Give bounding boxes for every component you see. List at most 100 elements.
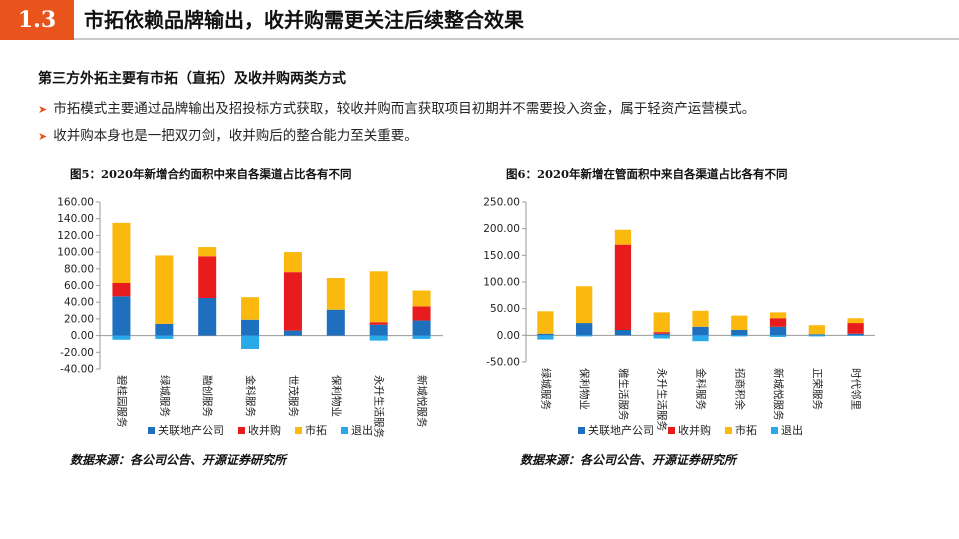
x-category-label: 正荣服务 [811,368,824,410]
x-category-label: 招商积余 [733,368,746,410]
bar-segment [847,318,864,324]
figure6-source: 数据来源：各公司公告、开源证券研究所 [520,453,737,467]
x-category-label: 金科服务 [244,375,257,417]
bar-segment [808,325,825,335]
bar-segment [847,323,864,334]
bar-segment [412,320,431,336]
figure6-chart: 250.00 200.00 150.00 100.00 50.00 0.00 -50.00 绿… [483,197,875,437]
y-tick-label: 80.00 [64,263,94,275]
section-header: 1.3 市拓依赖品牌输出，收并购需更关注后续整合效果 [0,0,959,40]
bullet-text: 市拓模式主要通过品牌输出及招投标方式获取，较收并购而言获取项目初期并不需要投入资… [53,101,756,117]
bullet-text: 收并购本身也是一把双刃剑，收并购后的整合能力至关重要。 [53,128,418,144]
subheading: 第三方外拓主要有市拓（直拓）及收并购两类方式 [38,71,346,87]
bar-segment [369,322,388,325]
y-tick-label: 40.00 [64,297,94,309]
legend-label: 市拓 [305,423,327,437]
x-category-label: 永升生活服务 [373,375,386,438]
bar-segment [241,297,260,320]
bar-segment [112,222,131,283]
bar-segment [112,282,131,297]
bar-segment [241,319,260,336]
legend-swatch [578,427,585,434]
y-tick-label: 160.00 [57,197,94,209]
legend-label: 市拓 [735,423,757,437]
x-category-label: 新城悦服务 [772,368,785,421]
bar-segment [412,306,431,321]
legend-swatch [725,427,732,434]
bar-segment [847,333,864,336]
section-number: 1.3 [0,0,74,40]
x-category-label: 保利物业 [578,368,591,410]
legend-label: 收并购 [248,423,281,437]
legend-label: 收并购 [678,423,711,437]
bar-segment [653,312,670,333]
x-category-label: 时代邻里 [850,368,863,410]
bar-segment [614,229,632,245]
x-category-label: 绿城服务 [158,375,171,417]
bar-segment [808,335,825,337]
bullet-item: ➤ 市拓模式主要通过品牌输出及招投标方式获取，较收并购而言获取项目初期并不需要投入… [38,97,755,117]
x-category-label: 雅生活服务 [617,368,630,421]
y-tick-label: -50.00 [486,357,520,369]
figure5-title: 图5：2020年新增合约面积中来自各渠道占比各有不同 [70,167,352,181]
y-tick-label: 50.00 [490,303,520,315]
bar-segment [369,335,388,341]
bar-segment [537,311,554,334]
legend-swatch [341,427,348,434]
bar-segment [326,277,345,310]
bar-segment [692,310,709,327]
arrow-bullet-icon: ➤ [38,103,48,116]
legend-label: 关联地产公司 [158,423,224,437]
bar-segment [537,335,554,340]
x-category-label: 永升生活服务 [656,368,669,431]
y-tick-label: 0.00 [497,330,520,342]
bar-segment [653,333,670,336]
bar-segment [769,318,787,327]
bar-segment [283,252,302,273]
bar-segment [576,286,593,324]
bar-segment [769,312,787,319]
legend-label: 退出 [781,423,803,437]
x-category-label: 金科服务 [695,368,708,410]
bar-segment [692,326,709,336]
bar-segment [731,330,748,336]
bar-segment [283,330,302,336]
y-tick-label: 150.00 [483,250,520,262]
x-category-label: 绿城服务 [539,368,552,410]
y-tick-label: 120.00 [57,230,94,242]
bar-segment [155,335,174,339]
x-category-label: 融创服务 [201,375,214,417]
x-category-label: 世茂服务 [287,375,300,417]
y-tick-label: -20.00 [60,347,94,359]
y-tick-label: 0.00 [71,330,94,342]
y-tick-label: 250.00 [483,197,520,209]
bar-segment [537,333,554,336]
bar-segment [283,272,302,331]
bar-segment [808,334,825,336]
bar-segment [653,332,670,334]
page-title: 市拓依赖品牌输出，收并购需更关注后续整合效果 [84,8,524,32]
legend-swatch [295,427,302,434]
bar-segment [731,315,748,330]
figure5-chart: 160.00 140.00 120.00 100.00 80.00 60.00 40.00 2… [57,197,443,438]
bar-segment [692,335,709,342]
header-divider [74,38,959,40]
bar-segment [769,335,787,337]
figure5-source: 数据来源：各公司公告、开源证券研究所 [70,453,287,467]
bar-segment [198,247,217,257]
y-tick-label: 140.00 [57,213,94,225]
bar-segment [155,255,174,324]
x-category-label: 保利物业 [330,375,343,417]
y-tick-label: 20.00 [64,313,94,325]
bar-segment [369,324,388,336]
bar-segment [198,256,217,299]
bar-segment [614,330,632,336]
bullet-item: ➤ 收并购本身也是一把双刃剑，收并购后的整合能力至关重要。 [38,124,418,144]
bar-segment [576,323,593,336]
bar-segment [412,335,431,339]
x-category-label: 碧桂园服务 [115,375,128,428]
bar-segment [326,309,345,336]
y-tick-label: 200.00 [483,223,520,235]
bar-segment [653,335,670,339]
bar-segment [369,271,388,323]
